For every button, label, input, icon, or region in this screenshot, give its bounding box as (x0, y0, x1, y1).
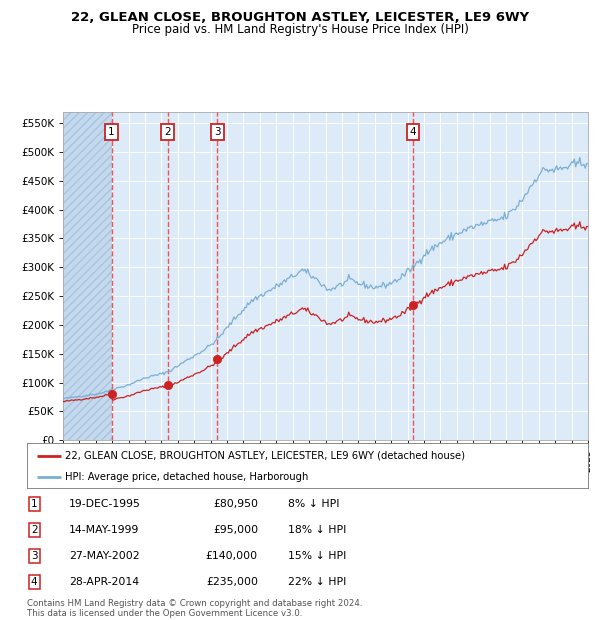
Text: HPI: Average price, detached house, Harborough: HPI: Average price, detached house, Harb… (65, 472, 308, 482)
Text: 8% ↓ HPI: 8% ↓ HPI (288, 499, 340, 509)
Text: Price paid vs. HM Land Registry's House Price Index (HPI): Price paid vs. HM Land Registry's House … (131, 23, 469, 36)
Text: £95,000: £95,000 (213, 525, 258, 535)
Text: 18% ↓ HPI: 18% ↓ HPI (288, 525, 346, 535)
Text: 22, GLEAN CLOSE, BROUGHTON ASTLEY, LEICESTER, LE9 6WY: 22, GLEAN CLOSE, BROUGHTON ASTLEY, LEICE… (71, 11, 529, 24)
Text: 22% ↓ HPI: 22% ↓ HPI (288, 577, 346, 587)
Text: 22, GLEAN CLOSE, BROUGHTON ASTLEY, LEICESTER, LE9 6WY (detached house): 22, GLEAN CLOSE, BROUGHTON ASTLEY, LEICE… (65, 451, 465, 461)
Text: £235,000: £235,000 (206, 577, 258, 587)
Text: 27-MAY-2002: 27-MAY-2002 (69, 551, 140, 561)
Text: 28-APR-2014: 28-APR-2014 (69, 577, 139, 587)
Text: 2: 2 (31, 525, 38, 535)
Text: 1: 1 (108, 126, 115, 137)
Text: £80,950: £80,950 (213, 499, 258, 509)
Text: Contains HM Land Registry data © Crown copyright and database right 2024.
This d: Contains HM Land Registry data © Crown c… (27, 599, 362, 618)
Text: 1: 1 (31, 499, 38, 509)
Text: 14-MAY-1999: 14-MAY-1999 (69, 525, 139, 535)
Text: 4: 4 (31, 577, 38, 587)
Text: 3: 3 (214, 126, 221, 137)
Text: 2: 2 (164, 126, 171, 137)
Bar (63, 112, 112, 440)
Text: 3: 3 (31, 551, 38, 561)
Bar (63, 112, 112, 440)
Text: £140,000: £140,000 (206, 551, 258, 561)
Text: 15% ↓ HPI: 15% ↓ HPI (288, 551, 346, 561)
Text: 4: 4 (410, 126, 416, 137)
Text: 19-DEC-1995: 19-DEC-1995 (69, 499, 141, 509)
